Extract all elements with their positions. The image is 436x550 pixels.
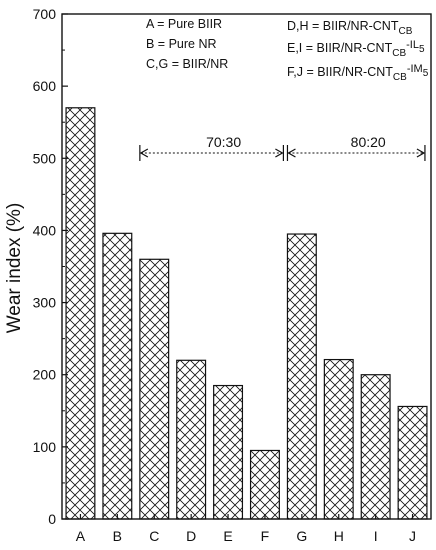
y-axis-label: Wear index (%) <box>4 203 25 334</box>
bar-J <box>397 405 428 520</box>
bar-F <box>249 449 280 520</box>
y-tick-label: 600 <box>33 78 57 94</box>
legend: A = Pure BIIR B = Pure NR C,G = BIIR/NR D,… <box>146 17 429 83</box>
bar-A <box>65 107 96 520</box>
annotation-label: 70:30 <box>206 134 241 150</box>
legend-entry: A = Pure BIIR <box>146 17 222 31</box>
x-tick-label-B: B <box>113 528 122 544</box>
legend-entry: E,I = BIIR/NR-CNTCB-IL5 <box>287 39 425 59</box>
x-tick-label-J: J <box>409 528 416 544</box>
annotation-label: 80:20 <box>351 134 386 150</box>
legend-entry: D,H = BIIR/NR-CNTCB <box>287 19 413 37</box>
x-tick-label-F: F <box>261 528 270 544</box>
annotation-arrowhead <box>287 148 296 158</box>
annotation-arrowhead <box>275 148 284 158</box>
legend-right-column: D,H = BIIR/NR-CNTCB E,I = BIIR/NR-CNTCB-I… <box>287 19 429 83</box>
x-tick-label-C: C <box>149 528 159 544</box>
x-tick-label-A: A <box>76 528 86 544</box>
y-tick-label: 200 <box>33 367 57 383</box>
bar-D <box>176 359 207 520</box>
y-tick-label: 500 <box>33 150 57 166</box>
bar-I <box>360 374 391 520</box>
x-tick-label-E: E <box>223 528 232 544</box>
legend-entry: B = Pure NR <box>146 37 217 51</box>
bar-C <box>139 258 170 520</box>
x-tick-label-I: I <box>374 528 378 544</box>
x-tick-label-G: G <box>296 528 307 544</box>
legend-left-column: A = Pure BIIR B = Pure NR C,G = BIIR/NR <box>146 17 228 71</box>
x-tick-label-D: D <box>186 528 196 544</box>
x-tick-label-H: H <box>334 528 344 544</box>
y-tick-label: 0 <box>48 511 56 527</box>
bar-H <box>323 358 354 520</box>
bar-G <box>286 233 317 520</box>
y-tick-label: 700 <box>33 6 57 22</box>
bar-E <box>213 384 244 520</box>
y-tick-label: 300 <box>33 295 57 311</box>
x-axis: A B C D E F G H I J <box>76 514 416 544</box>
bar-B <box>102 232 133 520</box>
legend-entry: F,J = BIIR/NR-CNTCB-IM5 <box>287 63 429 83</box>
annotation-arrowhead <box>416 148 426 158</box>
y-axis: 0 100 200 300 400 500 600 700 <box>33 6 68 527</box>
y-tick-label: 400 <box>33 222 57 238</box>
y-tick-label: 100 <box>33 439 57 455</box>
legend-entry: C,G = BIIR/NR <box>146 57 228 71</box>
bars <box>65 107 428 520</box>
annotation-arrowhead <box>139 148 149 158</box>
ratio-annotations: 70:30 80:20 <box>139 134 426 161</box>
